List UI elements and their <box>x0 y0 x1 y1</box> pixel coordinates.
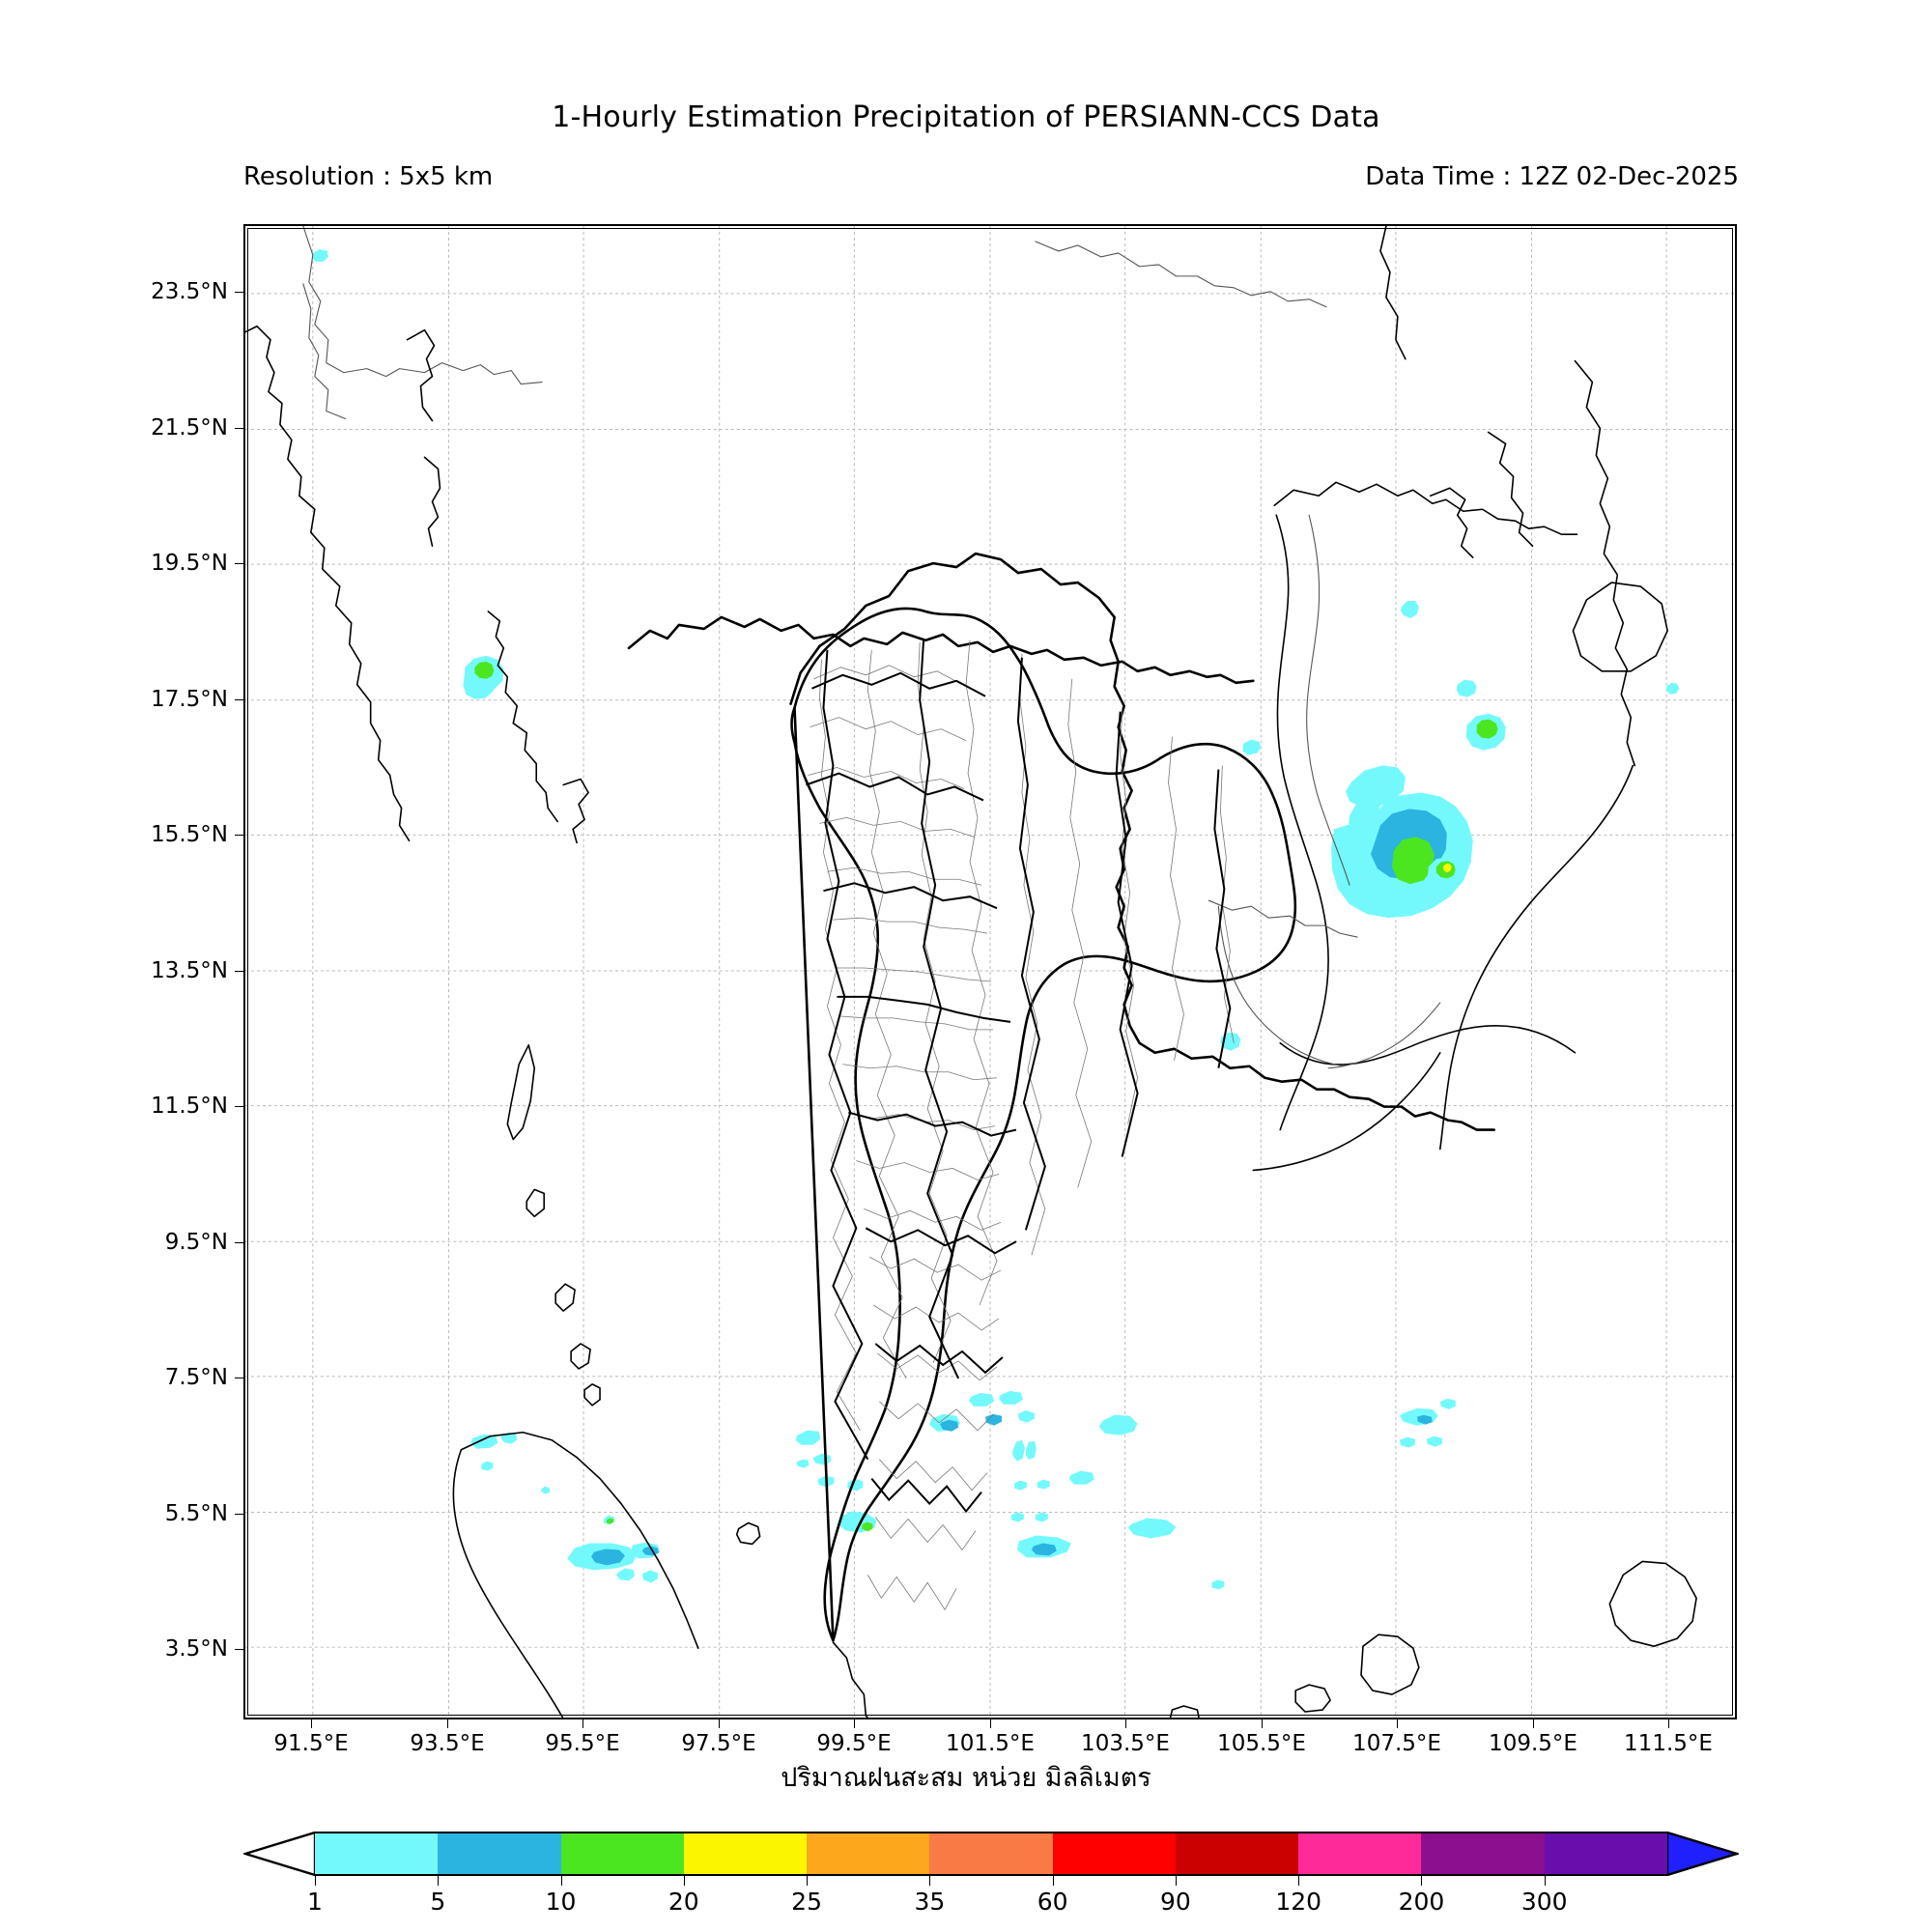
y-tick-label: 17.5°N <box>151 687 228 712</box>
colorbar-tick-label: 35 <box>914 1888 946 1916</box>
x-tick-label: 105.5°E <box>1217 1731 1306 1756</box>
colorbar-tick <box>683 1876 685 1886</box>
colorbar-tick-label: 300 <box>1520 1888 1568 1916</box>
precip-scatter-natuna <box>1399 1398 1456 1448</box>
colorbar-tick-label: 1 <box>307 1888 323 1916</box>
y-tick-label: 21.5°N <box>151 415 228 440</box>
colorbar-band-10 <box>560 1833 684 1874</box>
x-tick-label: 107.5°E <box>1352 1731 1441 1756</box>
colorbar-tick-label: 10 <box>545 1888 577 1916</box>
colorbar-band-25 <box>807 1833 930 1874</box>
colorbar-over-arrow <box>1667 1832 1739 1876</box>
y-tick-label: 15.5°N <box>151 822 228 847</box>
y-tick-label: 7.5°N <box>164 1365 228 1390</box>
precip-cell-vietnam-secondary-north <box>463 655 504 699</box>
colorbar-band-5 <box>438 1833 561 1874</box>
colorbar-band-1 <box>315 1833 439 1874</box>
y-tick-label: 23.5°N <box>151 279 228 304</box>
x-tick-label: 103.5°E <box>1081 1731 1170 1756</box>
data-time-label: Data Time : 12Z 02-Dec-2025 <box>1365 162 1739 191</box>
colorbar-tick-label: 200 <box>1398 1888 1445 1916</box>
colorbar-tick <box>1421 1876 1423 1886</box>
coastlines <box>245 226 1697 1718</box>
colorbar-unit-label: ปริมาณฝนสะสม หน่วย มิลลิเมตร <box>781 1763 1151 1793</box>
colorbar-tick <box>1175 1876 1177 1886</box>
colorbar-tick-label: 5 <box>430 1888 446 1916</box>
y-tick-label: 13.5°N <box>151 958 228 983</box>
colorbar-tick <box>1052 1876 1054 1886</box>
x-tick-label: 97.5°E <box>681 1731 756 1756</box>
y-tick-label: 11.5°N <box>151 1094 228 1119</box>
precip-cell-small-b <box>1400 600 1419 618</box>
precip-cell-vietnam-secondary-east <box>1465 713 1506 751</box>
colorbar-band-120 <box>1298 1833 1422 1874</box>
precip-cell-vietnam-coastal <box>1427 857 1463 892</box>
province-boundaries <box>806 638 1232 1514</box>
precip-cell-offshore <box>1666 682 1680 695</box>
x-tick-label: 101.5°E <box>946 1731 1035 1756</box>
y-tick-label: 3.5°N <box>164 1636 228 1662</box>
colorbar-tick-label: 20 <box>668 1888 699 1916</box>
colorbar-tick <box>1544 1876 1546 1886</box>
colorbar-band-35 <box>929 1833 1053 1874</box>
colorbar-tick <box>438 1876 440 1886</box>
x-tick-label: 91.5°E <box>273 1731 349 1756</box>
colorbar-tick-label: 120 <box>1275 1888 1322 1916</box>
resolution-label: Resolution : 5x5 km <box>243 162 494 191</box>
y-tick-label: 9.5°N <box>164 1230 228 1255</box>
colorbar-band-60 <box>1052 1833 1176 1874</box>
map-canvas <box>245 226 1735 1718</box>
colorbar-tick <box>929 1876 931 1886</box>
district-boundaries <box>808 639 1235 1611</box>
colorbar-tick <box>1298 1876 1300 1886</box>
colorbar-tick <box>560 1876 562 1886</box>
colorbar-tick-label: 25 <box>791 1888 822 1916</box>
colorbar-tick <box>315 1876 316 1886</box>
precip-cell-far-south <box>1211 1579 1225 1590</box>
x-tick-label: 95.5°E <box>545 1731 620 1756</box>
precip-scatter-sumatra <box>470 1432 660 1583</box>
colorbar[interactable]: 1 5 10 20 25 35 60 90 120 200 300 <box>243 1832 1739 1916</box>
precip-cell-cambodia <box>1242 739 1262 755</box>
colorbar-tick <box>807 1876 809 1886</box>
x-tick-label: 109.5°E <box>1489 1731 1577 1756</box>
colorbar-band-90 <box>1175 1833 1299 1874</box>
x-tick-label: 93.5°E <box>410 1731 485 1756</box>
x-tick-label: 99.5°E <box>816 1731 892 1756</box>
colorbar-tick-label: 60 <box>1037 1888 1068 1916</box>
grid-lines <box>245 226 1735 1718</box>
y-tick-label: 5.5°N <box>164 1501 228 1526</box>
colorbar-tick-label: 90 <box>1160 1888 1191 1916</box>
colorbar-band-20 <box>683 1833 808 1874</box>
colorbar-bands[interactable] <box>315 1832 1667 1876</box>
precip-cell-small-a <box>1456 679 1477 697</box>
colorbar-band-200 <box>1421 1833 1545 1874</box>
page-title: 1-Hourly Estimation Precipitation of PER… <box>552 100 1380 134</box>
map-plot-area[interactable] <box>243 224 1737 1719</box>
x-tick-label: 111.5°E <box>1624 1731 1713 1756</box>
colorbar-band-300 <box>1544 1833 1667 1874</box>
colorbar-under-arrow <box>243 1832 315 1876</box>
precipitation-field <box>311 248 1680 1590</box>
precip-cell-myanmar-north <box>311 248 328 262</box>
precip-cell-southern-vietnam <box>1331 765 1473 919</box>
y-tick-label: 19.5°N <box>151 551 228 576</box>
